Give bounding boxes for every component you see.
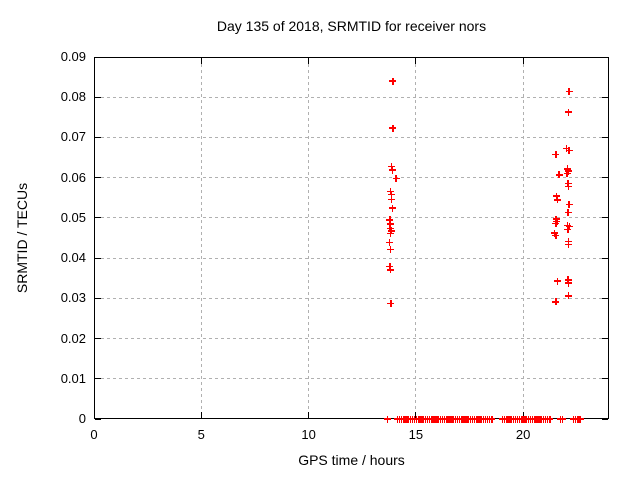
axis-tick [602, 217, 608, 219]
axis-tick [95, 297, 101, 299]
axis-tick [602, 56, 608, 58]
axis-tick [308, 412, 310, 418]
v-gridline [415, 58, 417, 418]
h-gridline [95, 96, 608, 98]
axis-tick [522, 58, 524, 64]
axis-tick [95, 378, 101, 380]
axis-tick [602, 338, 608, 340]
axis-tick [415, 412, 417, 418]
axis-tick [602, 378, 608, 380]
axis-tick [95, 56, 101, 58]
h-gridline [95, 338, 608, 340]
h-gridline [95, 378, 608, 380]
y-tick-label: 0.09 [60, 49, 86, 64]
axis-tick [95, 217, 101, 219]
axis-tick [93, 412, 95, 418]
axis-tick [602, 96, 608, 98]
axis-tick [95, 96, 101, 98]
axis-tick [602, 136, 608, 138]
x-tick-label: 10 [301, 427, 316, 442]
v-gridline [200, 58, 202, 418]
axis-tick [602, 177, 608, 179]
v-gridline [308, 58, 310, 418]
y-tick-label: 0.04 [60, 250, 86, 266]
axis-tick [95, 177, 101, 179]
h-gridline [95, 257, 608, 259]
x-tick-label: 0 [90, 427, 98, 442]
axis-tick [308, 58, 310, 64]
axis-tick [522, 412, 524, 418]
axis-tick [602, 257, 608, 259]
y-tick-label: 0.06 [60, 169, 86, 185]
axis-tick [95, 338, 101, 340]
x-tick-label: 5 [197, 427, 205, 442]
y-tick-label: 0.03 [60, 290, 86, 306]
axis-tick [93, 58, 95, 64]
chart-title: Day 135 of 2018, SRMTID for receiver nor… [216, 18, 487, 34]
x-axis-label: GPS time / hours [298, 452, 405, 468]
axis-tick [602, 418, 608, 420]
axis-tick [95, 257, 101, 259]
y-tick-label: 0 [78, 411, 86, 426]
plot-area [94, 57, 609, 419]
v-gridline [522, 58, 524, 418]
y-tick-label: 0.01 [60, 370, 86, 386]
h-gridline [95, 217, 608, 219]
h-gridline [95, 136, 608, 138]
axis-tick [415, 58, 417, 64]
x-tick-label: 20 [515, 427, 531, 442]
axis-tick [95, 136, 101, 138]
x-tick-label: 15 [408, 427, 424, 442]
y-tick-label: 0.02 [60, 330, 86, 346]
y-axis-label: SRMTID / TECUs [14, 182, 30, 294]
axis-tick [200, 412, 202, 418]
h-gridline [95, 297, 608, 299]
y-tick-label: 0.08 [60, 89, 86, 105]
y-tick-label: 0.07 [60, 129, 86, 145]
axis-tick [200, 58, 202, 64]
axis-tick [602, 297, 608, 299]
h-gridline [95, 177, 608, 179]
y-tick-label: 0.05 [60, 209, 86, 225]
axis-tick [95, 418, 101, 420]
